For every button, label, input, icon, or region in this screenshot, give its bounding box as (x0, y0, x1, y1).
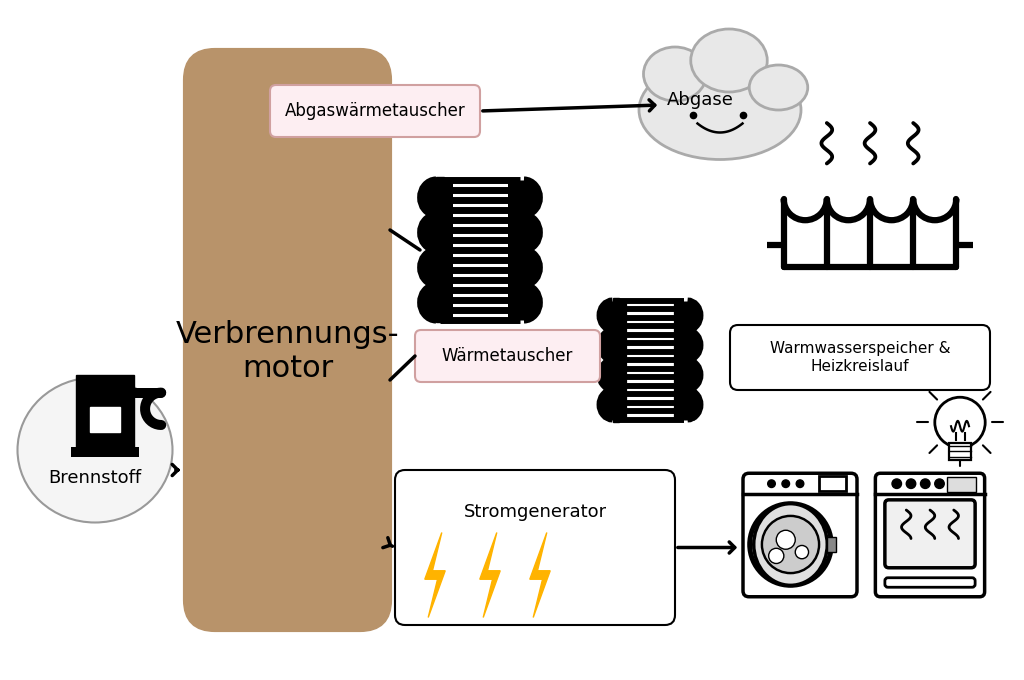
Circle shape (935, 397, 985, 447)
Bar (947, 477, 976, 492)
FancyBboxPatch shape (730, 325, 990, 390)
Polygon shape (529, 532, 550, 617)
Bar (826, 537, 837, 552)
FancyBboxPatch shape (415, 330, 600, 382)
Bar (436, 317, 444, 322)
Bar (948, 443, 972, 460)
Ellipse shape (754, 504, 827, 585)
Circle shape (906, 479, 915, 488)
FancyBboxPatch shape (743, 473, 857, 597)
Text: Warmwasserspeicher &
Heizkreislauf: Warmwasserspeicher & Heizkreislauf (770, 341, 950, 374)
Circle shape (935, 479, 944, 488)
FancyBboxPatch shape (270, 85, 480, 137)
Circle shape (921, 479, 930, 488)
Bar (819, 476, 846, 491)
Bar (76, 375, 134, 447)
FancyBboxPatch shape (885, 578, 975, 588)
Ellipse shape (691, 29, 767, 92)
Bar (612, 417, 620, 422)
FancyBboxPatch shape (885, 500, 975, 568)
Ellipse shape (750, 65, 808, 110)
Bar (436, 177, 444, 183)
Polygon shape (480, 532, 500, 617)
Ellipse shape (639, 61, 801, 160)
Polygon shape (425, 532, 445, 617)
Circle shape (750, 504, 831, 585)
Text: Abgase: Abgase (667, 91, 733, 109)
Circle shape (797, 480, 804, 488)
Bar (90, 407, 120, 432)
FancyBboxPatch shape (185, 50, 390, 630)
FancyBboxPatch shape (876, 473, 985, 597)
Circle shape (762, 516, 819, 573)
Ellipse shape (17, 377, 172, 522)
Text: Brennstoff: Brennstoff (48, 469, 141, 487)
FancyBboxPatch shape (395, 470, 675, 625)
Circle shape (782, 480, 790, 488)
Circle shape (892, 479, 901, 488)
Text: Abgaswärmetauscher: Abgaswärmetauscher (285, 102, 465, 120)
Text: Verbrennungs-
motor: Verbrennungs- motor (176, 320, 399, 383)
Text: Wärmetauscher: Wärmetauscher (441, 347, 573, 365)
Bar (72, 447, 138, 458)
Circle shape (796, 545, 809, 559)
Text: Stromgenerator: Stromgenerator (464, 503, 606, 521)
Circle shape (769, 548, 783, 564)
Circle shape (768, 480, 775, 488)
Ellipse shape (643, 47, 707, 101)
Bar (612, 299, 620, 303)
Circle shape (776, 530, 796, 549)
